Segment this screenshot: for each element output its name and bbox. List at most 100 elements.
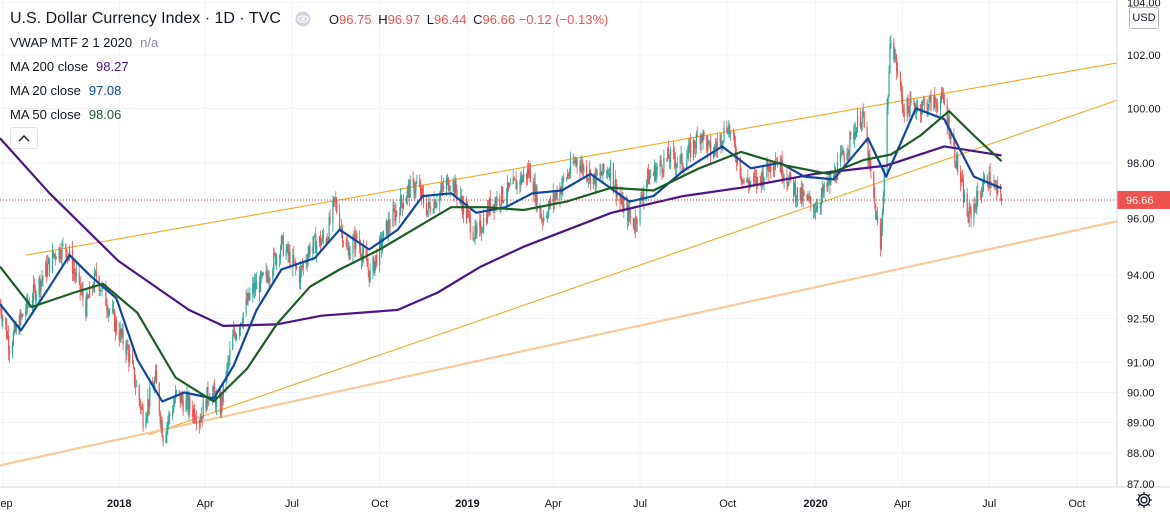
candle-body: [833, 175, 835, 178]
candle-body: [34, 287, 36, 301]
candle-body: [301, 266, 303, 268]
indicator-vwap[interactable]: VWAP MTF 2 1 2020 n/a: [10, 30, 608, 54]
candle-body: [574, 161, 576, 163]
candle-body: [600, 171, 602, 176]
ma-line-50: [0, 110, 1003, 403]
candle-body: [238, 329, 241, 335]
candle-body: [822, 187, 824, 193]
candle-body: [740, 175, 742, 179]
candle-body: [543, 216, 545, 222]
candle-body: [528, 167, 531, 175]
candle-body: [566, 178, 568, 180]
candle-body: [641, 194, 643, 199]
candle-body: [675, 164, 677, 168]
candle-body: [559, 187, 561, 200]
candle-body: [662, 171, 664, 173]
candle-body: [556, 192, 558, 200]
candle-body: [702, 131, 704, 142]
candle-body: [850, 132, 852, 134]
trendline: [0, 220, 1118, 467]
candle-body: [259, 273, 262, 292]
candle-body: [129, 353, 131, 363]
candle-body: [92, 288, 95, 290]
candle-body: [542, 220, 544, 222]
candle-body: [296, 266, 298, 269]
candle-body: [180, 394, 182, 404]
candle-body: [982, 180, 985, 191]
candle-body: [967, 215, 969, 223]
candle-body: [961, 178, 964, 182]
candle-body: [225, 379, 227, 383]
open-value: 96.75: [339, 11, 372, 27]
candle-body: [736, 156, 738, 163]
candle-body: [39, 278, 41, 292]
candle-body: [131, 353, 134, 364]
candle-body: [846, 153, 848, 161]
candle-body: [208, 400, 210, 401]
low-label: L: [426, 11, 434, 27]
candle-body: [461, 195, 463, 204]
candle-body: [1, 313, 3, 321]
candle-body: [581, 162, 583, 167]
candle-body: [672, 149, 675, 153]
candle-body: [41, 278, 43, 281]
candle-body: [175, 390, 178, 393]
candle-body: [287, 245, 289, 256]
candle-body: [167, 421, 169, 426]
candle-body: [876, 215, 879, 224]
candle-body: [583, 166, 585, 172]
x-tick-label: Oct: [719, 498, 736, 510]
candle-body: [639, 197, 641, 223]
candle-body: [782, 177, 784, 180]
candle-body: [623, 203, 625, 213]
candle-body: [713, 146, 716, 154]
candle-body: [276, 256, 278, 265]
chevron-up-icon: [18, 129, 30, 147]
candle-body: [162, 436, 164, 443]
candle-body: [173, 404, 175, 412]
candle-body: [908, 107, 910, 117]
candle-body: [300, 266, 303, 269]
candle-body: [923, 101, 925, 103]
candle-body: [15, 324, 17, 332]
candle-body: [372, 257, 374, 270]
candle-body: [747, 178, 749, 183]
candle-body: [32, 284, 34, 301]
candle-body: [516, 181, 518, 190]
candle-body: [278, 256, 281, 258]
candle-body: [286, 245, 288, 251]
candle-body: [547, 207, 550, 217]
gear-icon[interactable]: [1133, 489, 1155, 511]
candle-body: [607, 173, 610, 175]
candle-body: [82, 290, 84, 300]
candle-body: [228, 358, 230, 361]
collapse-legend-button[interactable]: [10, 127, 38, 149]
currency-button[interactable]: USD: [1129, 7, 1159, 29]
candle-body: [814, 211, 816, 213]
symbol-title[interactable]: U.S. Dollar Currency Index · 1D · TVC: [10, 10, 281, 27]
candle-body: [661, 165, 663, 172]
indicator-ma200[interactable]: MA 200 close 98.27: [10, 54, 608, 78]
candle-body: [801, 187, 803, 201]
candle-body: [7, 335, 9, 339]
candle-body: [769, 162, 771, 173]
candle-body: [873, 171, 875, 197]
candle-body: [522, 177, 524, 183]
candle-body: [709, 140, 711, 143]
candle-body: [687, 154, 689, 159]
candle-body: [338, 212, 341, 229]
candle-body: [432, 211, 434, 213]
eye-icon[interactable]: [295, 11, 311, 27]
candle-body: [723, 127, 725, 141]
candle-body: [465, 201, 468, 218]
candle-body: [235, 334, 237, 340]
candle-body: [572, 160, 574, 164]
candle-body: [33, 284, 35, 288]
indicator-ma20[interactable]: MA 20 close 97.08: [10, 78, 608, 102]
candle-body: [38, 278, 40, 295]
candle-body: [906, 98, 908, 117]
candle-body: [25, 310, 27, 317]
indicator-ma50[interactable]: MA 50 close 98.06: [10, 102, 608, 126]
candle-body: [526, 169, 529, 179]
